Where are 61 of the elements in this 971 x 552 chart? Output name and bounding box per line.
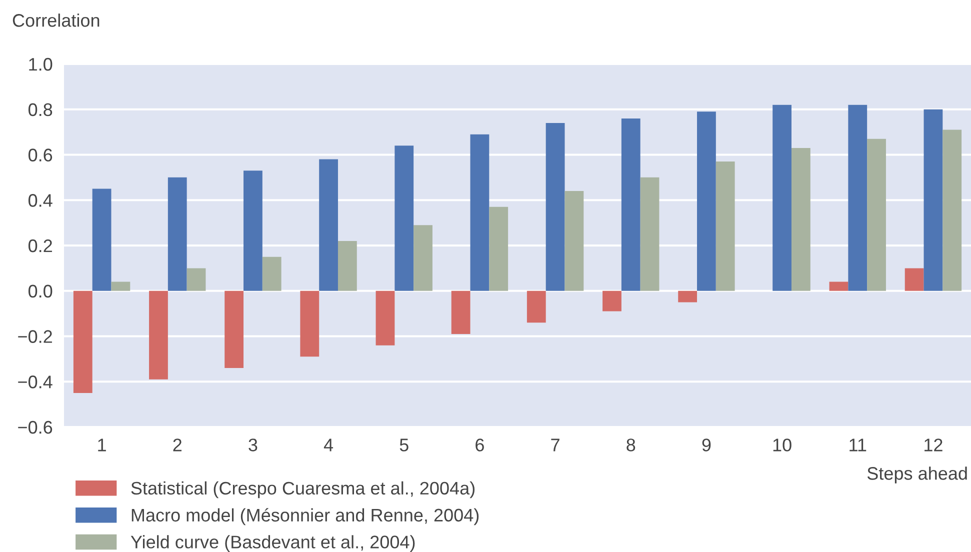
- y-axis-title: Correlation: [12, 14, 100, 27]
- bar: [224, 290, 244, 368]
- x-tick-label: 11: [850, 438, 866, 452]
- x-tick-label: 10: [773, 438, 792, 452]
- legend-label: Yield curve (Basdevant et al., 2004): [130, 535, 415, 552]
- bar: [640, 177, 660, 291]
- x-tick-label: 12: [924, 438, 942, 452]
- x-tick-label: 5: [400, 438, 408, 452]
- bar: [394, 146, 414, 291]
- x-tick-label: 6: [476, 438, 484, 452]
- y-tick-label: 0.6: [28, 148, 52, 162]
- bar: [186, 268, 206, 291]
- bar: [678, 290, 698, 302]
- bar: [489, 206, 508, 291]
- y-tick-label: 0.2: [28, 239, 52, 252]
- y-tick-label: 0.0: [28, 284, 52, 298]
- y-tick-label: −0.2: [18, 330, 52, 343]
- legend-label: Macro model (Mésonnier and Renne, 2004): [132, 508, 479, 526]
- y-tick-label: 1.0: [29, 58, 52, 71]
- bar: [829, 282, 848, 291]
- y-tick-label: −0.4: [18, 376, 52, 388]
- bar: [924, 109, 943, 291]
- bar: [376, 290, 395, 346]
- bar: [602, 290, 622, 312]
- bar: [942, 130, 962, 291]
- bar: [867, 138, 886, 291]
- bar: [73, 290, 92, 393]
- y-tick-label: 0.8: [28, 103, 52, 116]
- bar: [244, 170, 262, 291]
- x-tick-label: 3: [248, 438, 258, 452]
- x-tick-label: 9: [702, 438, 711, 452]
- bar: [149, 290, 168, 380]
- y-tick-label: 0.4: [28, 194, 52, 207]
- bar: [451, 290, 470, 334]
- bar: [904, 268, 924, 291]
- legend-label: Statistical (Crespo Cuaresma et al., 2004a): [131, 481, 475, 498]
- bar: [848, 104, 868, 291]
- bar: [697, 112, 716, 291]
- bar: [319, 159, 338, 291]
- bar: [414, 225, 432, 291]
- bar: [111, 282, 130, 291]
- bar: [338, 240, 357, 291]
- bar: [772, 104, 792, 291]
- bar: [716, 162, 735, 291]
- y-tick-label: −0.6: [18, 420, 52, 434]
- bar: [791, 148, 810, 291]
- bar: [621, 118, 640, 291]
- x-tick-label: 1: [98, 438, 106, 452]
- x-tick-label: 2: [173, 438, 182, 452]
- bar: [168, 177, 187, 291]
- bar: [526, 290, 546, 323]
- bar: [564, 191, 584, 291]
- bar: [546, 122, 565, 291]
- x-tick-label: 8: [626, 438, 636, 452]
- bar: [470, 134, 490, 291]
- x-tick-label: 7: [551, 438, 560, 452]
- x-tick-label: 4: [324, 438, 334, 452]
- bar: [300, 290, 320, 357]
- bar: [92, 188, 112, 291]
- bar: [262, 256, 282, 291]
- x-axis-title: Steps ahead: [867, 466, 967, 484]
